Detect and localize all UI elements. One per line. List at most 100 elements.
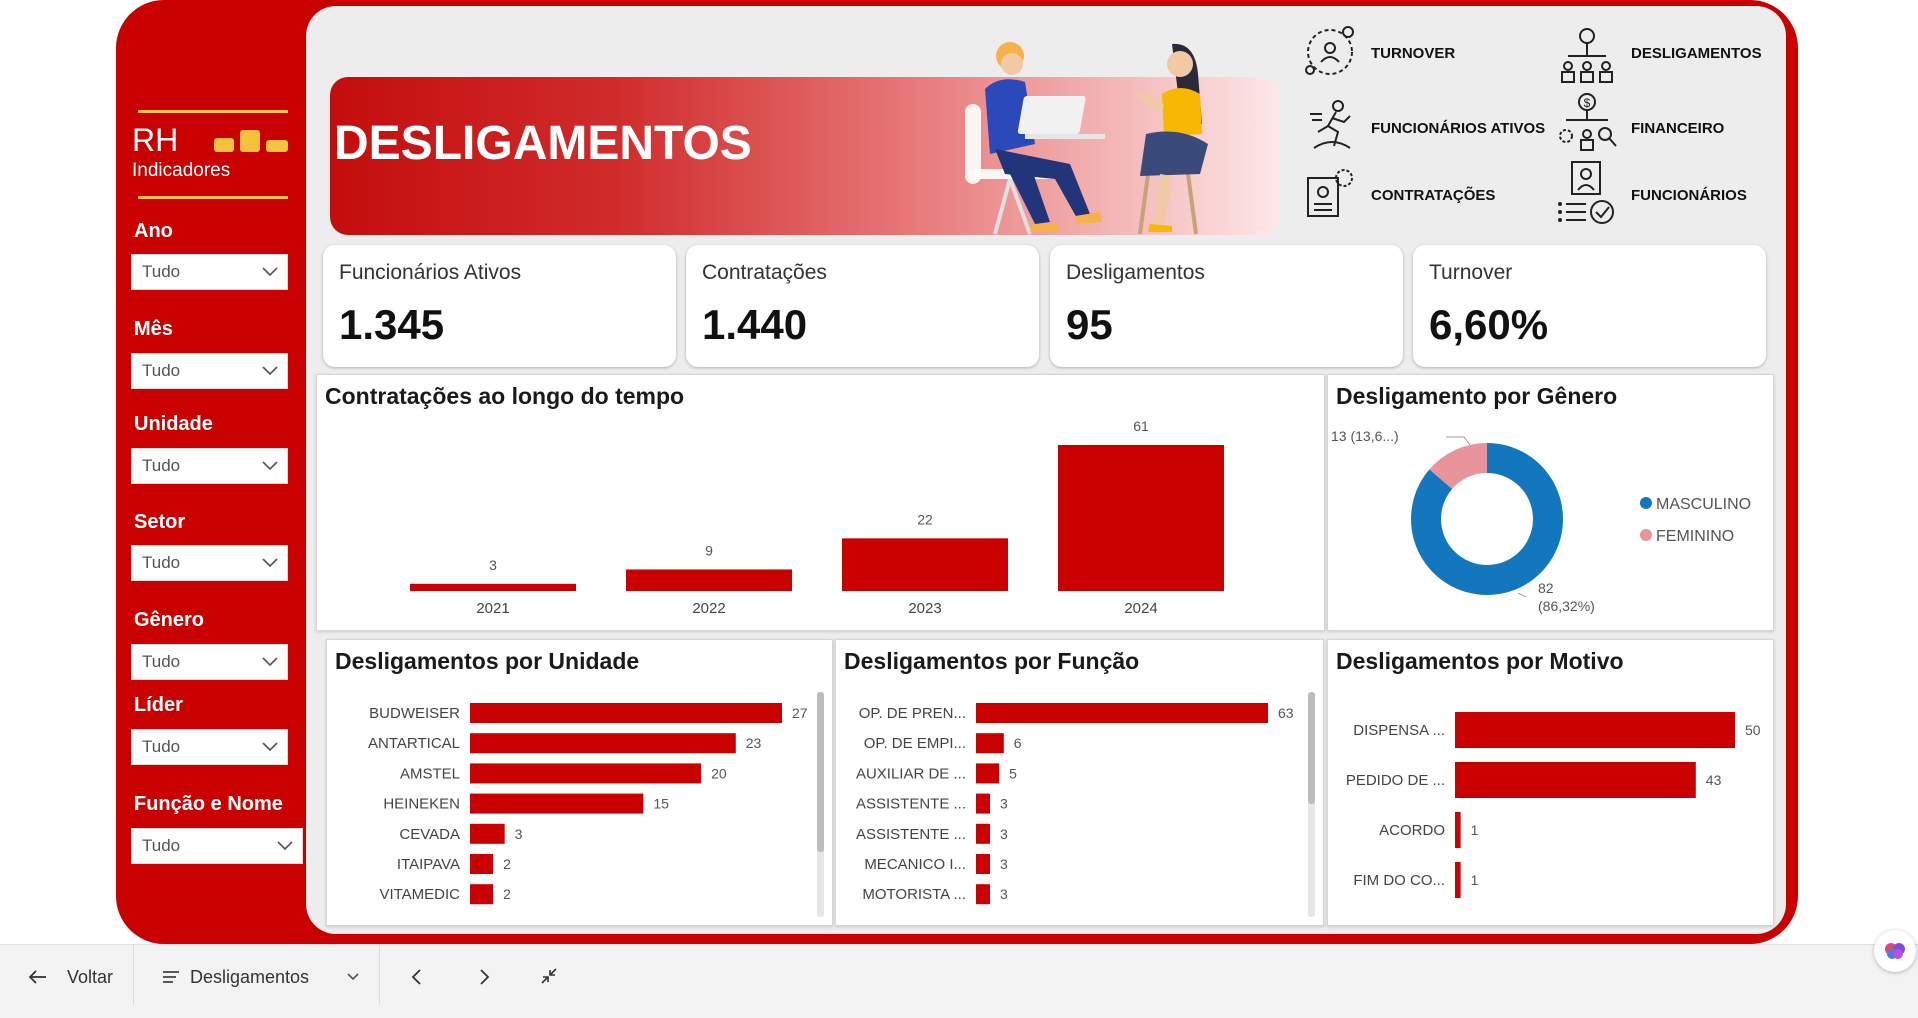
category-label: CEVADA bbox=[399, 826, 460, 843]
brand-title: RH bbox=[132, 122, 179, 158]
chevron-down-icon[interactable] bbox=[346, 971, 360, 983]
chart-unidade-card: Desligamentos por Unidade BUDWEISER 27 ANT… bbox=[326, 639, 833, 926]
data-label: 5 bbox=[1009, 765, 1017, 781]
turnover-icon[interactable] bbox=[1302, 24, 1358, 80]
tick-label: 2023 bbox=[908, 600, 941, 617]
bar bbox=[1455, 762, 1696, 798]
scrollbar-thumb bbox=[1308, 692, 1315, 804]
bar bbox=[470, 823, 505, 844]
filter-mes-select[interactable]: Tudo bbox=[131, 353, 288, 389]
data-label: 63 bbox=[1278, 705, 1294, 721]
category-label: MECANICO I... bbox=[864, 856, 966, 873]
category-label: HEINEKEN bbox=[383, 796, 460, 813]
nav-funcionarios-ativos[interactable]: FUNCIONÁRIOS ATIVOS bbox=[1371, 120, 1546, 137]
kpi-contratacoes: Contratações 1.440 bbox=[686, 245, 1039, 367]
toolbar-divider bbox=[133, 945, 134, 1005]
bar bbox=[976, 884, 990, 905]
chevron-down-icon bbox=[262, 366, 278, 376]
category-label: OP. DE EMPI... bbox=[864, 735, 966, 752]
category-label: FIM DO CO... bbox=[1353, 872, 1445, 889]
nav-turnover[interactable]: TURNOVER bbox=[1371, 45, 1456, 62]
data-label: 1 bbox=[1471, 822, 1479, 838]
chart-title: Desligamentos por Unidade bbox=[335, 648, 640, 674]
nav-desligamentos[interactable]: DESLIGAMENTOS bbox=[1631, 45, 1762, 62]
hiring-icon[interactable] bbox=[1304, 164, 1356, 220]
data-label: 3 bbox=[515, 826, 523, 842]
scrollbar-thumb bbox=[817, 692, 824, 852]
filter-lider-select[interactable]: Tudo bbox=[131, 729, 288, 765]
data-label: 23 bbox=[746, 735, 762, 751]
donut-slice bbox=[1429, 443, 1487, 489]
bar bbox=[1455, 712, 1735, 748]
data-label: 2 bbox=[503, 886, 511, 902]
filter-setor-value: Tudo bbox=[142, 553, 181, 572]
filter-setor-select[interactable]: Tudo bbox=[131, 545, 288, 581]
collapse-icon[interactable] bbox=[540, 967, 558, 985]
running-person-icon[interactable] bbox=[1308, 98, 1356, 150]
data-label: 3 bbox=[1000, 856, 1008, 872]
genero-donut-chart: 82 (86,32%) 13 (13,6...) MASCULINO FEMININO bbox=[1331, 428, 1751, 614]
category-label: ASSISTENTE ... bbox=[856, 796, 966, 813]
brand-logo-icon bbox=[214, 130, 288, 152]
motivo-bar-chart: DISPENSA ... 50 PEDIDO DE ... 43 ACORDO 1 FIM … bbox=[1346, 712, 1761, 898]
money-org-icon[interactable]: $ bbox=[1556, 92, 1618, 154]
filter-lider-value: Tudo bbox=[142, 737, 181, 756]
category-label: OP. DE PREN... bbox=[859, 705, 966, 722]
data-label: 1 bbox=[1471, 872, 1479, 888]
category-label: MOTORISTA ... bbox=[862, 886, 966, 903]
legend-marker bbox=[1640, 529, 1652, 541]
chart-title: Desligamentos por Função bbox=[844, 648, 1140, 674]
previous-page-icon[interactable] bbox=[410, 967, 424, 987]
nav-financeiro[interactable]: FINANCEIRO bbox=[1631, 120, 1725, 137]
bar bbox=[842, 538, 1008, 591]
chevron-down-icon bbox=[262, 742, 278, 752]
leader-line bbox=[1517, 592, 1527, 598]
filter-ano-select[interactable]: Tudo bbox=[131, 254, 288, 290]
bar bbox=[1058, 445, 1224, 591]
desligamentos-icon[interactable] bbox=[1556, 22, 1618, 84]
brain-icon bbox=[1885, 943, 1905, 959]
employee-checklist-icon[interactable] bbox=[1556, 160, 1618, 224]
filter-funcao-label: Função e Nome bbox=[134, 793, 283, 815]
data-label: 3 bbox=[489, 557, 497, 573]
kpi-value: 1.440 bbox=[702, 301, 808, 348]
brand-bottom-line bbox=[138, 196, 288, 199]
data-label: 9 bbox=[705, 542, 713, 558]
bar bbox=[976, 703, 1268, 723]
data-label: 82 (86,32%) bbox=[1538, 580, 1595, 614]
bottom-toolbar: Voltar Desligamentos bbox=[0, 944, 1918, 1018]
kpi-value: 1.345 bbox=[339, 301, 445, 348]
category-label: ASSISTENTE ... bbox=[856, 826, 966, 843]
back-button[interactable]: Voltar bbox=[67, 967, 114, 987]
kpi-title: Turnover bbox=[1429, 261, 1513, 284]
filter-ano-value: Tudo bbox=[142, 262, 181, 281]
nav-funcionarios[interactable]: FUNCIONÁRIOS bbox=[1631, 187, 1747, 204]
bar bbox=[410, 583, 576, 591]
next-page-icon[interactable] bbox=[477, 967, 491, 987]
data-label: 6 bbox=[1014, 735, 1022, 751]
filter-genero-select[interactable]: Tudo bbox=[131, 644, 288, 680]
filter-unidade-select[interactable]: Tudo bbox=[131, 448, 288, 484]
kpi-value: 95 bbox=[1066, 301, 1113, 348]
kpi-turnover: Turnover 6,60% bbox=[1413, 245, 1766, 367]
data-label: 61 bbox=[1133, 418, 1149, 434]
brand-subtitle: Indicadores bbox=[132, 160, 231, 181]
bar bbox=[470, 703, 782, 723]
chart-title: Desligamento por Gênero bbox=[1336, 383, 1618, 409]
page-title: DESLIGAMENTOS bbox=[334, 117, 752, 170]
page-selector[interactable]: Desligamentos bbox=[190, 967, 310, 987]
chart-motivo-card: Desligamentos por Motivo DISPENSA ... 50 P… bbox=[1327, 639, 1774, 926]
brand-top-line bbox=[138, 110, 288, 113]
category-label: ITAIPAVA bbox=[397, 856, 460, 873]
legend-label: FEMININO bbox=[1656, 528, 1734, 545]
copilot-brain-button[interactable] bbox=[1874, 930, 1916, 972]
data-label: 22 bbox=[917, 511, 933, 527]
category-label: ACORDO bbox=[1379, 822, 1445, 839]
filter-funcao-select[interactable]: Tudo bbox=[131, 828, 303, 864]
filter-ano-label: Ano bbox=[134, 220, 173, 242]
meeting-illustration-icon bbox=[965, 42, 1208, 235]
legend-marker bbox=[1640, 497, 1652, 509]
category-label: BUDWEISER bbox=[369, 705, 460, 722]
nav-contratacoes[interactable]: CONTRATAÇÕES bbox=[1371, 187, 1496, 204]
arrow-left-icon[interactable] bbox=[28, 969, 48, 985]
